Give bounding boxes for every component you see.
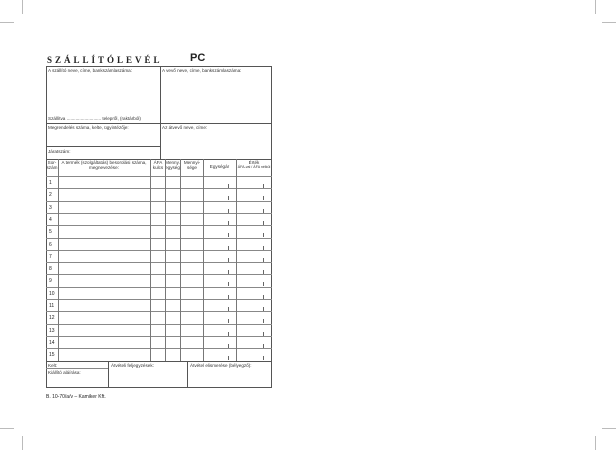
price-decimal-tick [228,245,229,250]
price-decimal-tick [228,270,229,275]
table-row[interactable]: 8 [46,262,272,275]
row-number: 12 [49,315,55,322]
col-row-number: Sor-szám [46,160,58,170]
value-decimal-tick [263,184,264,188]
table-row[interactable]: 13 [46,323,272,336]
table-row[interactable]: 7 [46,249,272,262]
document-title: SZÁLLÍTÓLEVÉL [47,55,163,65]
col-vat-rate: ÁFA kulcs [152,160,164,170]
col-value-sub: ÁFA-val / ÁFA nélkül [237,165,271,169]
row-number: 15 [49,352,55,359]
value-decimal-tick [263,282,264,287]
col-quantity: Mennyi-sége [183,160,201,170]
row-number: 6 [49,241,52,248]
value-decimal-tick [263,233,264,238]
issuer-signature-field[interactable]: Kiállító aláírása: [48,370,81,375]
price-decimal-tick [228,184,229,188]
price-decimal-tick [228,282,229,287]
row-number: 3 [49,204,52,211]
value-decimal-tick [263,319,264,324]
col-unit-price: Egységár [209,164,230,169]
form-code: PC [190,52,206,64]
price-decimal-tick [228,257,229,262]
table-row[interactable]: 1 [46,176,272,188]
receiver-field[interactable]: Az átvevő neve, címe: [162,125,208,130]
price-decimal-tick [228,343,229,348]
price-decimal-tick [228,220,229,225]
table-row[interactable]: 9 [46,274,272,287]
row-number: 14 [49,339,55,346]
date-field[interactable]: Kelt: [48,363,58,368]
row-number: 7 [49,253,52,260]
table-row[interactable]: 10 [46,286,272,299]
table-row[interactable]: 12 [46,311,272,324]
col-value-label: Érték [248,160,260,165]
row-number: 10 [49,290,55,297]
row-number: 9 [49,278,52,285]
row-number: 4 [49,216,52,223]
value-decimal-tick [263,270,264,275]
row-number: 11 [49,303,55,309]
price-decimal-tick [228,319,229,324]
price-decimal-tick [228,196,229,201]
value-decimal-tick [263,294,264,299]
table-row[interactable]: 3 [46,200,272,213]
form-footer: B. 10-70/a/v – Kamiker Kft. [46,394,106,400]
shipping-field[interactable]: Szállítva ........................... te… [48,116,141,121]
value-decimal-tick [263,331,264,336]
row-number: 8 [49,266,52,273]
price-decimal-tick [228,208,229,213]
price-decimal-tick [228,356,229,361]
value-decimal-tick [263,307,264,311]
order-field[interactable]: Megrendelés száma, kelte, ügyintézője: [48,125,129,130]
table-row[interactable]: 11 [46,299,272,311]
table-row[interactable]: 15 [46,348,272,361]
table-row[interactable]: 5 [46,225,272,238]
table-row[interactable]: 14 [46,335,272,348]
col-product: A termék (szolgáltatás) besorolási száma… [61,160,147,170]
row-number: 1 [49,180,52,186]
vehicle-field[interactable]: Járatszám: [48,149,71,154]
receipt-confirm-field[interactable]: Átvétel elismerése (bélyegző): [190,363,252,368]
table-row[interactable]: 4 [46,212,272,225]
supplier-field[interactable]: A szállító neve, címe, bankszámlaszáma: [48,68,132,73]
price-decimal-tick [228,294,229,299]
value-decimal-tick [263,196,264,201]
table-row[interactable]: 2 [46,188,272,201]
col-unit: Menny. egység [165,160,180,170]
receipt-notes-field[interactable]: Átvételi feljegyzések: [111,363,154,368]
table-row[interactable]: 6 [46,237,272,250]
row-number: 5 [49,229,52,236]
value-decimal-tick [263,208,264,213]
delivery-note-form [46,66,272,388]
row-number: 13 [49,327,55,334]
value-decimal-tick [263,245,264,250]
value-decimal-tick [263,257,264,262]
price-decimal-tick [228,331,229,336]
buyer-field[interactable]: A vevő neve, címe, bankszámlaszáma: [162,68,242,73]
price-decimal-tick [228,233,229,238]
row-number: 2 [49,192,52,199]
col-value: Érték ÁFA-val / ÁFA nélkül [236,160,272,170]
value-decimal-tick [263,356,264,361]
value-decimal-tick [263,343,264,348]
value-decimal-tick [263,220,264,225]
price-decimal-tick [228,307,229,311]
